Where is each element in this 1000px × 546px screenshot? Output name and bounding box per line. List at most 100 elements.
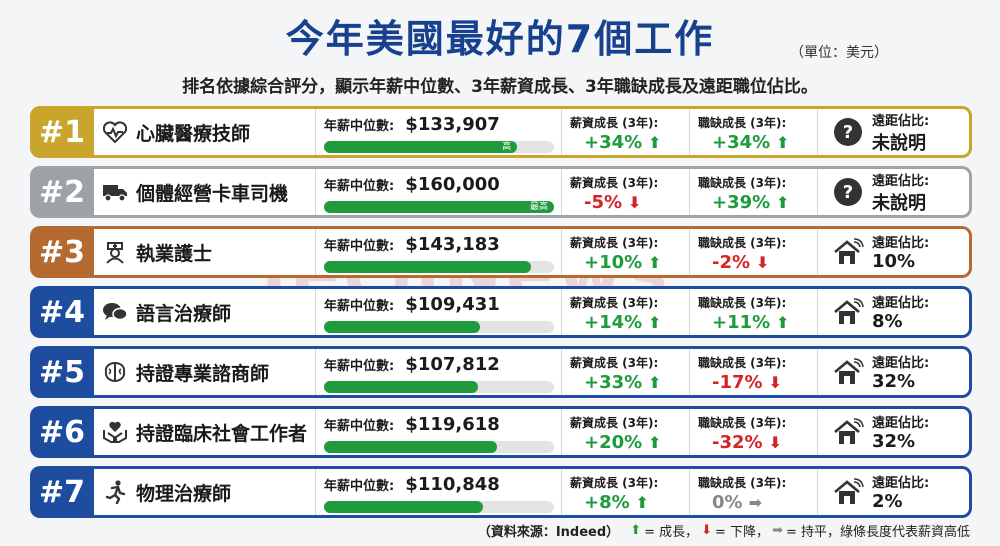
page-subtitle: 排名依據綜合評分，顯示年薪中位數、3年薪資成長、3年職缺成長及遠距職位佔比。 xyxy=(182,77,818,97)
salary-label: 年薪中位數: xyxy=(324,299,395,314)
job-growth-label: 職缺成長 (3年): xyxy=(698,416,787,430)
salary-value: $160,000 xyxy=(405,174,500,195)
down-arrow-icon: ⬇ xyxy=(768,433,782,452)
salary-bar-track xyxy=(324,381,554,393)
job-growth-cell: 職缺成長 (3年): -32% ⬇ xyxy=(690,409,818,455)
salary-bar: 最高 xyxy=(324,201,554,213)
remote-value: 32% xyxy=(872,431,916,452)
job-cell: 語言治療師 xyxy=(94,289,316,335)
salary-bar-track xyxy=(324,321,554,333)
job-growth-number: -32% xyxy=(712,432,763,453)
job-row: #5 持證專業諮商師 年薪中位數: $107,812 薪資成長 (3年): +3… xyxy=(30,346,972,398)
pay-growth-cell: 薪資成長 (3年): +34% ⬆ xyxy=(562,109,690,155)
job-growth-cell: 職缺成長 (3年): -17% ⬇ xyxy=(690,349,818,395)
job-card: 物理治療師 年薪中位數: $110,848 薪資成長 (3年): +8% ⬆ xyxy=(94,466,972,518)
rank-badge: #2 xyxy=(30,166,94,218)
pay-growth-label: 薪資成長 (3年): xyxy=(570,176,659,190)
job-list: #1 心臟醫療技師 年薪中位數: $133,907 高 薪資成長 (3年): +… xyxy=(30,106,972,526)
salary-bar xyxy=(324,261,531,273)
pay-growth-label: 薪資成長 (3年): xyxy=(570,356,659,370)
job-growth-number: +39% xyxy=(712,192,771,213)
remote-cell: 遠距佔比: 32% xyxy=(818,409,969,455)
salary-bar-track xyxy=(324,441,554,453)
legend-flat-text: = 持平，綠條長度代表薪資高低 xyxy=(785,525,970,540)
job-cell: 個體經營卡車司機 xyxy=(94,169,316,215)
rank-badge: #7 xyxy=(30,466,94,518)
rank-badge: #5 xyxy=(30,346,94,398)
pay-growth-value: +14% ⬆ xyxy=(584,312,662,333)
salary-label: 年薪中位數: xyxy=(324,119,395,134)
salary-bar xyxy=(324,501,483,513)
job-growth-cell: 職缺成長 (3年): +11% ⬆ xyxy=(690,289,818,335)
job-growth-value: -32% ⬇ xyxy=(712,432,782,453)
salary-cell: 年薪中位數: $109,431 xyxy=(316,289,562,335)
footer-legend: （資料來源：Indeed） ⬆ = 成長， ⬇ = 下降， ➡ = 持平，綠條長… xyxy=(478,521,970,540)
pay-growth-label: 薪資成長 (3年): xyxy=(570,116,659,130)
job-cell: 心臟醫療技師 xyxy=(94,109,316,155)
pay-growth-cell: 薪資成長 (3年): +8% ⬆ xyxy=(562,469,690,515)
job-growth-number: -17% xyxy=(712,372,763,393)
salary-label: 年薪中位數: xyxy=(324,179,395,194)
up-arrow-icon: ⬆ xyxy=(648,313,662,332)
salary-bar xyxy=(324,321,481,333)
pay-growth-cell: 薪資成長 (3年): +10% ⬆ xyxy=(562,229,690,275)
job-title: 持證臨床社會工作者 xyxy=(136,422,308,445)
job-growth-value: -2% ⬇ xyxy=(712,252,769,273)
job-cell: 執業護士 xyxy=(94,229,316,275)
pay-growth-label: 薪資成長 (3年): xyxy=(570,236,659,250)
unit-note: （單位：美元） xyxy=(790,45,888,61)
speech-icon xyxy=(102,299,128,325)
salary-label: 年薪中位數: xyxy=(324,479,395,494)
home-wifi-icon xyxy=(832,296,864,328)
up-arrow-icon: ⬆ xyxy=(648,253,662,272)
remote-cell: 遠距佔比: 8% xyxy=(818,289,969,335)
down-arrow-icon: ⬇ xyxy=(756,253,770,272)
job-title: 執業護士 xyxy=(136,242,213,265)
pay-growth-label: 薪資成長 (3年): xyxy=(570,476,659,490)
remote-label: 遠距佔比: xyxy=(872,296,930,311)
home-wifi-icon xyxy=(832,356,864,388)
job-growth-value: -17% ⬇ xyxy=(712,372,782,393)
salary-label: 年薪中位數: xyxy=(324,359,395,374)
job-card: 持證臨床社會工作者 年薪中位數: $119,618 薪資成長 (3年): +20… xyxy=(94,406,972,458)
page-title: 今年美國最好的7個工作 xyxy=(285,17,715,61)
down-arrow-icon: ⬇ xyxy=(768,373,782,392)
down-arrow-icon: ⬇ xyxy=(628,193,642,212)
truck-icon xyxy=(102,179,128,205)
pay-growth-number: +20% xyxy=(584,432,643,453)
salary-cell: 年薪中位數: $119,618 xyxy=(316,409,562,455)
salary-value: $109,431 xyxy=(405,294,500,315)
up-arrow-icon: ⬆ xyxy=(630,523,642,538)
job-card: 持證專業諮商師 年薪中位數: $107,812 薪資成長 (3年): +33% … xyxy=(94,346,972,398)
remote-label: 遠距佔比: xyxy=(872,416,930,431)
salary-bar-track: 最高 xyxy=(324,201,554,213)
job-growth-cell: 職缺成長 (3年): -2% ⬇ xyxy=(690,229,818,275)
salary-cell: 年薪中位數: $143,183 xyxy=(316,229,562,275)
job-growth-cell: 職缺成長 (3年): 0% ➡ xyxy=(690,469,818,515)
salary-bar-tag: 高 xyxy=(502,142,512,152)
salary-cell: 年薪中位數: $107,812 xyxy=(316,349,562,395)
salary-cell: 年薪中位數: $133,907 高 xyxy=(316,109,562,155)
down-arrow-icon: ⬇ xyxy=(701,523,713,538)
job-card: 執業護士 年薪中位數: $143,183 薪資成長 (3年): +10% ⬆ xyxy=(94,226,972,278)
pay-growth-number: +33% xyxy=(584,372,643,393)
remote-value: 32% xyxy=(872,371,916,392)
flat-arrow-icon: ➡ xyxy=(772,523,783,538)
rank-badge: #1 xyxy=(30,106,94,158)
job-cell: 持證專業諮商師 xyxy=(94,349,316,395)
up-arrow-icon: ⬆ xyxy=(648,373,662,392)
rank-badge: #3 xyxy=(30,226,94,278)
pay-growth-cell: 薪資成長 (3年): +33% ⬆ xyxy=(562,349,690,395)
nurse-icon xyxy=(102,239,128,265)
pay-growth-label: 薪資成長 (3年): xyxy=(570,296,659,310)
pay-growth-number: +10% xyxy=(584,252,643,273)
job-growth-label: 職缺成長 (3年): xyxy=(698,296,787,310)
up-arrow-icon: ⬆ xyxy=(776,313,790,332)
salary-bar-track xyxy=(324,261,554,273)
salary-bar xyxy=(324,381,479,393)
salary-label: 年薪中位數: xyxy=(324,419,395,434)
pay-growth-value: +34% ⬆ xyxy=(584,132,662,153)
remote-label: 遠距佔比: xyxy=(872,173,930,189)
pay-growth-number: -5% xyxy=(584,192,623,213)
pay-growth-label: 薪資成長 (3年): xyxy=(570,416,659,430)
